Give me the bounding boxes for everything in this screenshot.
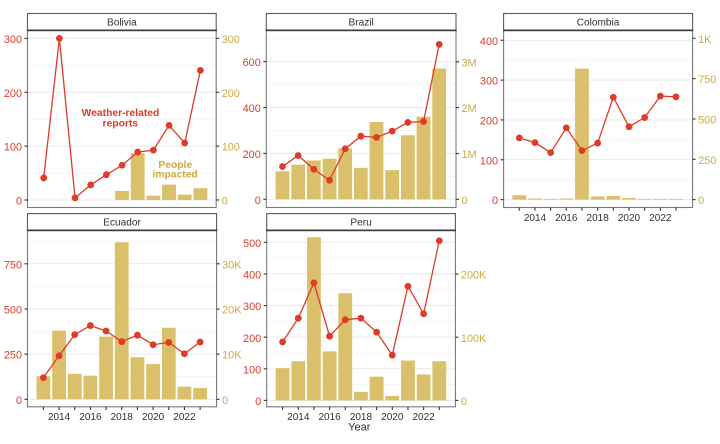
svg-text:Colombia: Colombia	[577, 18, 620, 29]
svg-text:500: 500	[698, 115, 716, 127]
svg-text:30K: 30K	[222, 259, 242, 271]
svg-text:2020: 2020	[381, 412, 404, 423]
svg-text:200: 200	[222, 88, 240, 100]
svg-text:1M: 1M	[462, 149, 477, 161]
svg-text:300: 300	[4, 34, 22, 46]
svg-text:300: 300	[243, 301, 261, 313]
svg-text:100: 100	[480, 155, 498, 167]
svg-text:reports: reports	[103, 118, 139, 129]
svg-text:100: 100	[4, 142, 22, 154]
svg-text:300: 300	[222, 34, 240, 46]
svg-text:2018: 2018	[111, 412, 134, 423]
svg-text:250: 250	[698, 155, 716, 167]
svg-text:2022: 2022	[173, 412, 196, 423]
svg-text:500: 500	[4, 305, 22, 317]
svg-text:2016: 2016	[318, 412, 341, 423]
svg-text:2018: 2018	[587, 213, 610, 224]
svg-text:Brazil: Brazil	[349, 18, 374, 29]
svg-text:2018: 2018	[350, 412, 373, 423]
svg-text:0: 0	[255, 396, 261, 408]
svg-text:0: 0	[255, 195, 261, 207]
svg-text:0: 0	[462, 195, 468, 207]
svg-text:100: 100	[243, 364, 261, 376]
svg-text:250: 250	[4, 350, 22, 362]
svg-text:0: 0	[16, 395, 22, 407]
svg-text:0: 0	[222, 196, 228, 208]
svg-text:200K: 200K	[461, 270, 487, 282]
svg-text:impacted: impacted	[152, 170, 197, 181]
svg-text:Ecuador: Ecuador	[103, 218, 141, 229]
svg-text:0: 0	[492, 195, 498, 207]
svg-text:100: 100	[222, 142, 240, 154]
svg-text:1K: 1K	[698, 34, 712, 46]
svg-text:2014: 2014	[524, 213, 547, 224]
svg-text:0: 0	[16, 196, 22, 208]
svg-text:100K: 100K	[461, 333, 487, 345]
svg-text:2016: 2016	[79, 412, 102, 423]
svg-text:Peru: Peru	[350, 218, 371, 229]
svg-text:400: 400	[243, 103, 261, 115]
svg-text:10K: 10K	[222, 350, 242, 362]
svg-text:200: 200	[480, 116, 498, 128]
svg-text:3M: 3M	[462, 57, 477, 69]
svg-text:2020: 2020	[618, 213, 641, 224]
svg-text:400: 400	[480, 36, 498, 48]
svg-text:0: 0	[698, 195, 704, 207]
svg-text:200: 200	[243, 333, 261, 345]
svg-text:600: 600	[243, 57, 261, 69]
svg-text:Bolivia: Bolivia	[107, 18, 137, 29]
svg-text:People: People	[158, 160, 192, 171]
svg-text:750: 750	[698, 74, 716, 86]
svg-text:400: 400	[243, 270, 261, 282]
svg-text:Year: Year	[348, 422, 371, 434]
svg-text:750: 750	[4, 259, 22, 271]
svg-text:Weather-related: Weather-related	[82, 108, 160, 119]
svg-text:300: 300	[480, 76, 498, 88]
svg-text:0: 0	[461, 396, 467, 408]
svg-text:500: 500	[243, 238, 261, 250]
svg-text:2014: 2014	[48, 412, 71, 423]
svg-text:2020: 2020	[142, 412, 165, 423]
svg-text:0: 0	[222, 395, 228, 407]
svg-text:2M: 2M	[462, 103, 477, 115]
svg-text:20K: 20K	[222, 305, 242, 317]
svg-text:200: 200	[4, 88, 22, 100]
svg-text:200: 200	[243, 149, 261, 161]
svg-text:2022: 2022	[413, 412, 436, 423]
svg-text:2016: 2016	[555, 213, 578, 224]
svg-text:2022: 2022	[649, 213, 672, 224]
svg-text:2014: 2014	[287, 412, 310, 423]
